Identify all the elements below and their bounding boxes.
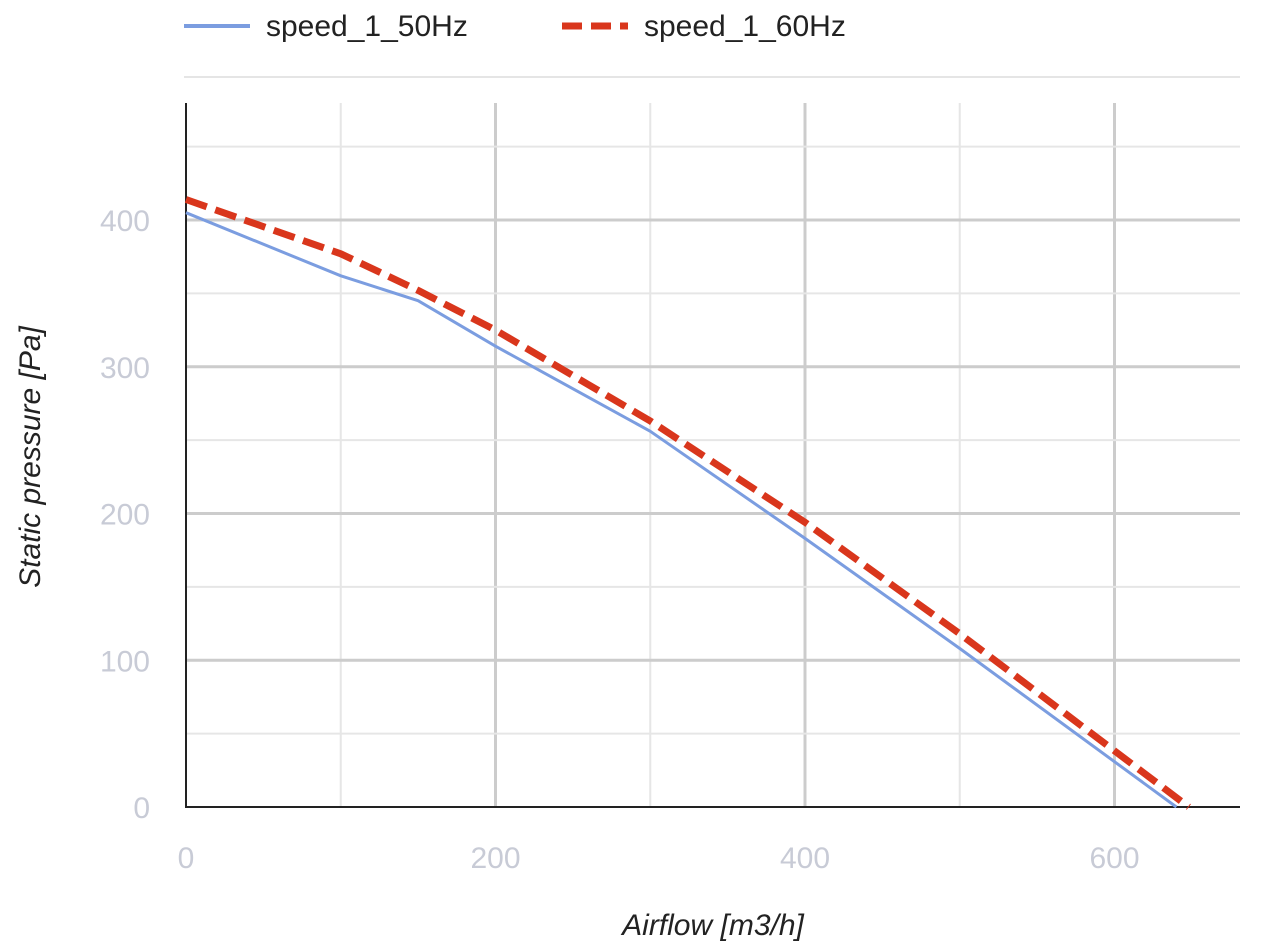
x-tick-label: 200 [470,842,520,875]
y-tick-label: 0 [133,792,150,825]
legend: speed_1_50Hz speed_1_60Hz [184,10,1240,78]
axes [185,103,1240,808]
series-line-speed-1-50hz [185,211,1178,809]
series-line-speed-1-60hz [184,196,1191,810]
series-lines [184,196,1191,810]
legend-label-speed-1-60hz: speed_1_60Hz [644,10,846,43]
x-tick-label: 600 [1089,842,1139,875]
x-tick-label: 0 [178,842,195,875]
tick-labels: 0 200 400 600 0 100 200 300 400 [100,205,1140,875]
gridlines [186,103,1240,807]
legend-label-speed-1-50hz: speed_1_50Hz [266,10,468,43]
x-axis-title: Airflow [m3/h] [620,909,804,942]
y-tick-label: 300 [100,352,150,385]
y-tick-label: 100 [100,645,150,678]
x-tick-label: 400 [780,842,830,875]
y-axis-title: Static pressure [Pa] [14,325,47,587]
y-tick-label: 400 [100,205,150,238]
y-tick-label: 200 [100,499,150,532]
